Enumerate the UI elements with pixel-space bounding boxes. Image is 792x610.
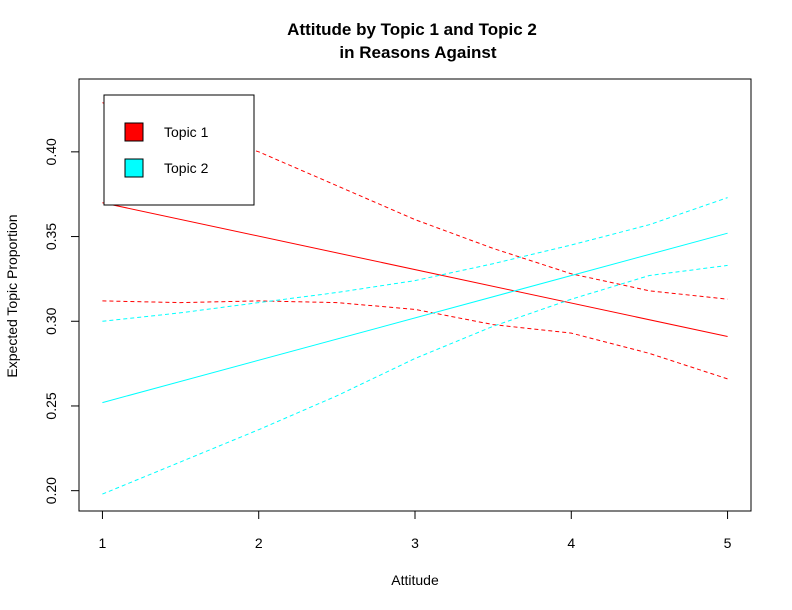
- legend-label-topic-1: Topic 1: [164, 124, 209, 140]
- y-tick-label: 0.20: [43, 477, 59, 504]
- y-tick-label: 0.35: [43, 223, 59, 250]
- y-tick-label: 0.30: [43, 307, 59, 334]
- legend-swatch-topic-2: [124, 158, 144, 178]
- series-line-1-solid: [102, 202, 728, 337]
- y-axis: 0.20 0.25 0.30 0.35 0.40: [43, 138, 80, 504]
- series-line-6-dashed: [102, 264, 728, 495]
- x-tick-label: 5: [724, 535, 732, 551]
- series-line-3-dashed: [102, 300, 728, 380]
- legend-label-topic-2: Topic 2: [164, 160, 209, 176]
- y-tick-label: 0.40: [43, 138, 59, 165]
- legend-box: [103, 94, 255, 206]
- x-tick-label: 1: [99, 535, 107, 551]
- x-tick-label: 3: [411, 535, 419, 551]
- legend: Topic 1 Topic 2: [103, 94, 255, 206]
- legend-swatch-topic-1: [124, 122, 144, 142]
- y-tick-label: 0.25: [43, 392, 59, 419]
- x-axis: 1 2 3 4 5: [99, 510, 732, 551]
- chart-title-line-2: in Reasons Against: [339, 43, 496, 62]
- chart-title-line-1: Attitude by Topic 1 and Topic 2: [287, 20, 537, 39]
- series-line-4-solid: [102, 232, 728, 404]
- x-axis-title: Attitude: [391, 572, 439, 588]
- x-tick-label: 2: [255, 535, 263, 551]
- series-layer: [102, 102, 728, 495]
- x-tick-label: 4: [567, 535, 575, 551]
- y-axis-title: Expected Topic Proportion: [4, 214, 20, 377]
- series-line-5-dashed: [102, 197, 728, 322]
